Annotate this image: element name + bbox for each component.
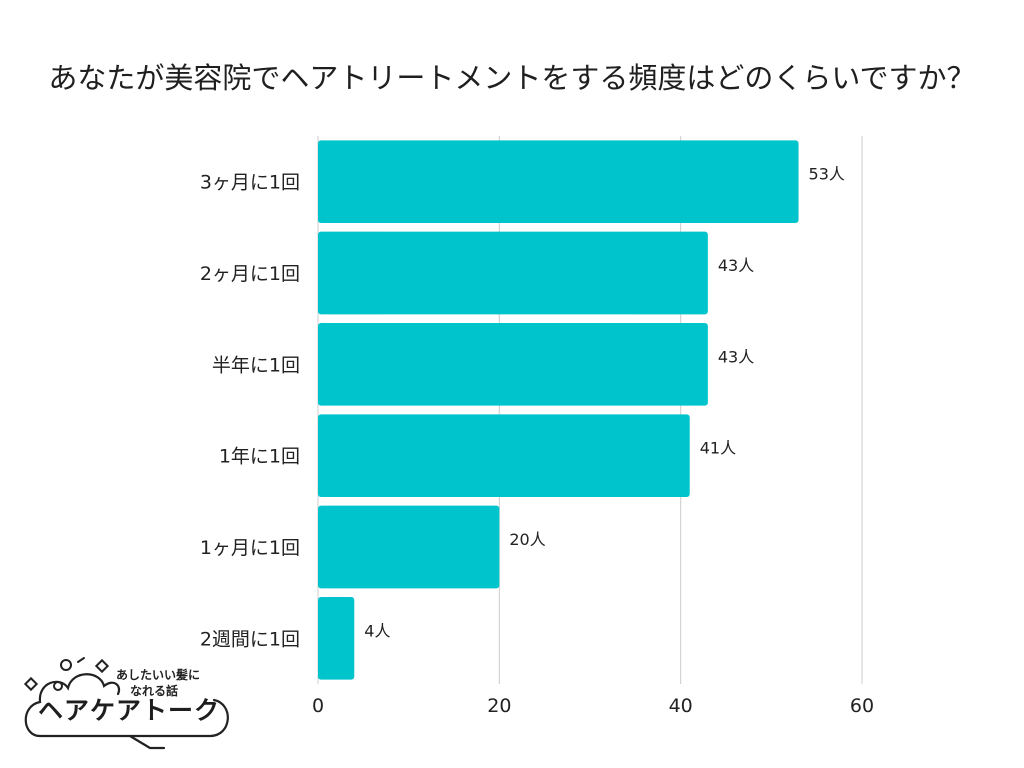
value-label-2: 43人 — [718, 347, 754, 366]
logo-tagline-line1: あしたいい髪に — [116, 668, 201, 682]
x-tick-label-3: 60 — [850, 695, 874, 717]
category-label-5: 2週間に1回 — [200, 628, 300, 650]
x-tick-label-2: 40 — [669, 695, 693, 717]
logo-tagline-line2: なれる話 — [130, 684, 179, 698]
logo-name: ヘアケアトーク — [38, 696, 221, 725]
category-label-1: 2ヶ月に1回 — [200, 263, 300, 285]
bar-1 — [318, 231, 708, 315]
grid-lines — [317, 136, 863, 684]
category-label-2: 半年に1回 — [212, 354, 300, 376]
x-tick-label-1: 20 — [487, 695, 511, 717]
category-label-4: 1ヶ月に1回 — [200, 537, 300, 559]
bar-4 — [318, 505, 500, 589]
bar-0 — [318, 140, 799, 223]
category-label-3: 1年に1回 — [219, 446, 300, 468]
value-label-1: 43人 — [718, 256, 754, 275]
value-label-3: 41人 — [700, 439, 736, 458]
value-label-5: 4人 — [364, 621, 390, 640]
category-label-0: 3ヶ月に1回 — [200, 172, 300, 194]
value-label-0: 53人 — [809, 165, 845, 184]
brand-logo: あしたいい髪に なれる話 ヘアケアトーク — [18, 656, 238, 756]
x-tick-label-0: 0 — [312, 695, 324, 717]
bar-3 — [318, 414, 690, 497]
logo-cloud-outline — [23, 657, 229, 750]
bar-5 — [318, 597, 355, 680]
value-label-4: 20人 — [509, 530, 545, 549]
bar-2 — [318, 323, 708, 406]
chart-title: あなたが美容院でヘアトリートメントをする頻度はどのくらいですか？ — [48, 61, 976, 95]
bars — [318, 140, 799, 680]
